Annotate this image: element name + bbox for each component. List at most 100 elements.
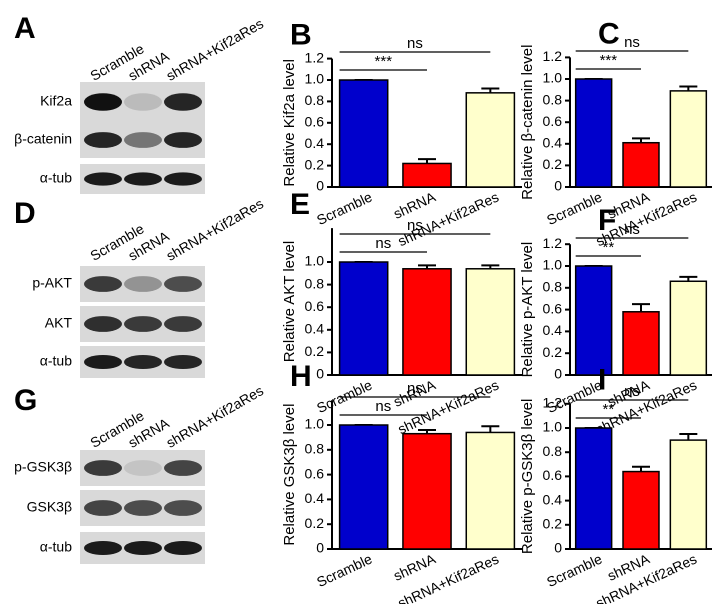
y-tick-label: 0.4 bbox=[305, 321, 325, 337]
y-tick-label: 0.4 bbox=[305, 490, 325, 506]
blot-band bbox=[164, 132, 202, 148]
y-tick-label: 0.2 bbox=[305, 343, 325, 359]
y-tick-label: 0 bbox=[554, 366, 562, 382]
y-tick-label: 0.6 bbox=[305, 465, 325, 481]
y-tick-label: 0.2 bbox=[305, 515, 325, 531]
lane-label: shRNA+Kif2aRes bbox=[163, 382, 266, 451]
bar bbox=[338, 261, 389, 376]
x-tick-label: Scramble bbox=[314, 550, 375, 590]
blot-band bbox=[84, 316, 122, 332]
blot-band bbox=[84, 500, 122, 516]
bar bbox=[465, 268, 516, 376]
y-tick-label: 1.2 bbox=[543, 48, 563, 64]
bar bbox=[669, 280, 708, 376]
blot-band bbox=[124, 276, 162, 292]
blot-band bbox=[164, 93, 202, 111]
y-tick-label: 1.2 bbox=[305, 49, 325, 65]
blot-band bbox=[124, 132, 162, 148]
y-tick-label: 1.2 bbox=[543, 395, 563, 411]
y-tick-label: 0.6 bbox=[543, 467, 563, 483]
blot-band bbox=[124, 172, 162, 186]
y-tick-label: 0.2 bbox=[305, 156, 325, 172]
x-tick-label: shRNA bbox=[391, 550, 439, 584]
row-label: Kif2a bbox=[40, 93, 72, 109]
blot-band bbox=[164, 276, 202, 292]
bar bbox=[338, 424, 389, 550]
blot-band bbox=[84, 276, 122, 292]
bar bbox=[574, 265, 613, 376]
y-tick-label: 1.0 bbox=[305, 71, 325, 87]
blot-band bbox=[84, 93, 122, 111]
y-tick-label: 0.6 bbox=[305, 114, 325, 130]
y-axis-label: Relative Kif2a level bbox=[281, 59, 298, 187]
y-axis-label: Relative p-AKT level bbox=[519, 242, 536, 378]
bar bbox=[465, 92, 516, 188]
y-tick-label: 0.4 bbox=[543, 322, 563, 338]
y-tick-label: 0.4 bbox=[543, 135, 563, 151]
blot-band bbox=[164, 354, 202, 370]
blot-band bbox=[84, 460, 122, 476]
blot-band bbox=[84, 172, 122, 186]
blot-band bbox=[164, 172, 202, 186]
y-tick-label: 1.0 bbox=[543, 257, 563, 273]
panel-letter: D bbox=[14, 197, 36, 230]
blot-band bbox=[124, 354, 162, 370]
row-label: α-tub bbox=[40, 170, 72, 186]
x-tick-label: Scramble bbox=[544, 550, 605, 590]
y-tick-label: 0.6 bbox=[305, 298, 325, 314]
y-tick-label: 0 bbox=[554, 540, 562, 556]
y-axis-label: Relative β-catenin level bbox=[519, 45, 536, 200]
row-label: p-GSK3β bbox=[14, 459, 72, 475]
blot-band bbox=[164, 540, 202, 556]
bar bbox=[465, 431, 516, 550]
significance-label: ns bbox=[624, 383, 640, 400]
y-tick-label: 0.8 bbox=[305, 92, 325, 108]
y-tick-label: 0.4 bbox=[305, 135, 325, 151]
bar bbox=[402, 268, 452, 376]
significance-label: *** bbox=[375, 53, 393, 70]
panel-letter: G bbox=[14, 384, 37, 417]
panel-letter: B bbox=[290, 19, 312, 52]
y-tick-label: 0.8 bbox=[543, 279, 563, 295]
y-tick-label: 0.4 bbox=[543, 491, 563, 507]
bar bbox=[338, 79, 389, 188]
blot-band bbox=[164, 316, 202, 332]
lane-label: shRNA+Kif2aRes bbox=[163, 195, 266, 264]
y-axis-label: Relative AKT level bbox=[281, 241, 298, 362]
blot-band bbox=[124, 500, 162, 516]
y-tick-label: 1.2 bbox=[543, 235, 563, 251]
bar bbox=[574, 427, 613, 550]
y-tick-label: 0.8 bbox=[305, 275, 325, 291]
x-tick-label: Scramble bbox=[314, 376, 375, 416]
x-tick-label: Scramble bbox=[544, 188, 605, 228]
y-tick-label: 1.0 bbox=[543, 419, 563, 435]
significance-label: ns bbox=[407, 380, 423, 397]
panel-letter: H bbox=[290, 360, 312, 393]
y-tick-label: 0.8 bbox=[543, 91, 563, 107]
y-tick-label: 0.6 bbox=[543, 300, 563, 316]
blot-band bbox=[124, 540, 162, 556]
bar bbox=[622, 311, 660, 376]
y-axis-label: Relative GSK3β level bbox=[281, 404, 298, 546]
significance-label: ns bbox=[407, 35, 423, 52]
bar bbox=[669, 439, 708, 550]
significance-label: ns bbox=[624, 34, 640, 51]
y-tick-label: 0.8 bbox=[305, 441, 325, 457]
y-tick-label: 0 bbox=[316, 366, 324, 382]
y-tick-label: 0.6 bbox=[543, 113, 563, 129]
significance-label: ns bbox=[375, 398, 391, 415]
blot-band bbox=[124, 316, 162, 332]
y-tick-label: 0 bbox=[554, 178, 562, 194]
panel-letter: F bbox=[598, 204, 616, 237]
y-tick-label: 0.2 bbox=[543, 344, 563, 360]
significance-label: ns bbox=[407, 217, 423, 234]
bar bbox=[402, 432, 452, 550]
blot-band bbox=[164, 500, 202, 516]
significance-label: ns bbox=[375, 235, 391, 252]
row-label: α-tub bbox=[40, 353, 72, 369]
y-tick-label: 0.8 bbox=[543, 443, 563, 459]
bar bbox=[622, 141, 660, 188]
bar bbox=[669, 90, 708, 188]
y-tick-label: 0.2 bbox=[543, 516, 563, 532]
